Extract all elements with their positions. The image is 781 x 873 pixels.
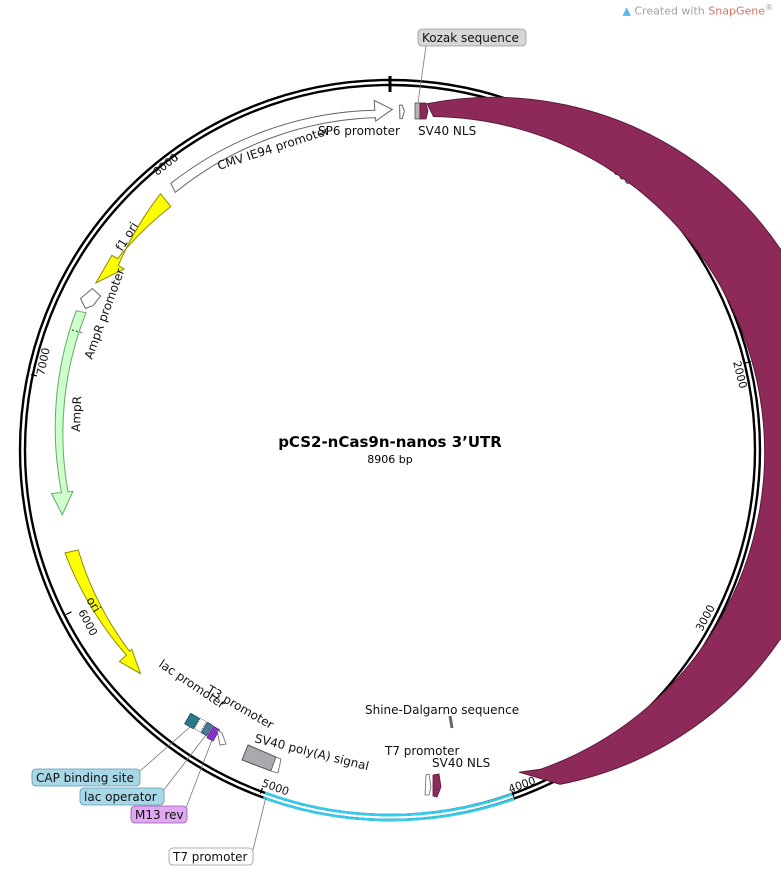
cap-label-box[interactable] [31,768,141,787]
lac-operator-leader-line [162,734,207,792]
plasmid-length: 8906 bp [367,453,412,466]
feature-f1-ori[interactable] [94,192,172,285]
watermark-prefix: Created with [634,4,705,18]
feature-lac-promoter[interactable] [193,717,208,733]
snapgene-watermark: ▲ Created with SnapGene® [622,3,773,18]
tick-4000 [511,790,515,798]
kozak-leader-line [417,45,427,104]
plasmid-name: pCS2-nCas9n-nanos 3’UTR [278,433,502,451]
feature-cas9[interactable] [426,96,781,785]
m13-label-box[interactable] [130,805,188,824]
watermark-mark: ® [765,3,773,12]
feature-t3-promoter[interactable] [216,729,227,746]
feature-label-cap: CAP binding site [36,771,134,785]
feature-sp6-promoter[interactable] [399,104,405,120]
tick-2000 [744,361,752,364]
feature-sv40-nls-1[interactable] [419,102,429,120]
feature-shine-dalgarno[interactable] [448,715,454,729]
feature-cap-binding-site[interactable] [184,712,200,730]
feature-label-m13: M13 rev [135,808,184,822]
tick-label-5000: 5000 [260,777,291,799]
feature-label-t7-bottom: T7 promoter [172,850,248,864]
nanos-utr-segment[interactable] [262,791,515,822]
t7-bottom-label-box[interactable] [168,847,254,866]
tick-label-7000: 7000 [34,347,53,377]
tick-marks [30,154,752,798]
feature-kozak[interactable] [414,102,421,120]
t7-bottom-leader-line [252,796,267,851]
tick-5000 [259,787,264,794]
feature-label-lac-operator: lac operator [84,790,157,804]
feature-label-kozak: Kozak sequence [422,31,519,45]
feature-ori[interactable] [64,549,142,675]
m13-leader-line [185,739,213,809]
feature-label-sv40-nls-1: SV40 NLS [418,124,476,138]
feature-lac-operator[interactable] [200,721,214,737]
watermark-logo-icon: ▲ [622,4,631,18]
cap-leader-line [139,726,191,772]
feature-label-shine-dalgarno: Shine-Dalgarno sequence [365,703,519,717]
feature-label-ampr: AmpR [69,396,84,432]
feature-ampr[interactable] [50,310,87,516]
tick-8000 [173,154,179,160]
feature-label-t7-2: T7 promoter [384,744,460,758]
tick-label-2000: 2000 [730,360,749,390]
watermark-brand: SnapGene [708,4,765,18]
feature-t7-promoter-2[interactable] [424,773,432,796]
feature-cmv-promoter[interactable] [170,99,394,194]
tick-labels: 1000 2000 3000 4000 5000 6000 7000 8000 [34,151,749,799]
feature-sv40-nls-2[interactable] [432,773,442,798]
feature-label-sp6: SP6 promoter [318,124,400,138]
tick-6000 [65,611,72,616]
feature-label-sv40-nls-2: SV40 NLS [432,756,490,770]
kozak-label-box[interactable] [417,28,527,47]
feature-ampr-promoter[interactable] [79,287,102,310]
feature-label-ampr-promoter: AmpR promoter [82,267,128,361]
feature-label-lac-promoter: lac promoter [156,657,228,712]
lac-operator-label-box[interactable] [79,787,165,806]
feature-label-cas9: Cas9 [723,418,737,448]
tick-7000 [30,374,37,377]
feature-m13-rev[interactable] [206,725,221,742]
